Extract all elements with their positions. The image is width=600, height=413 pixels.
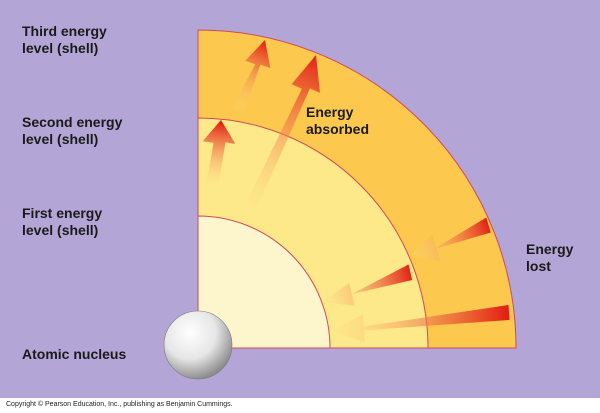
atomic-nucleus-label: Atomic nucleus — [22, 346, 127, 362]
energy-lost-label: Energy lost — [526, 241, 573, 275]
energy-absorbed-arrows — [202, 40, 320, 216]
energy-lost-arrows — [322, 217, 510, 343]
absorbed-arrow-first-to-second — [202, 120, 236, 187]
energy-absorbed-label-line2: absorbed — [306, 121, 370, 137]
third-shell-label-line1: Third energy — [22, 23, 107, 39]
lost-arrow-third-to-second — [410, 217, 491, 262]
third-shell-label: Third energy level (shell) — [22, 23, 107, 57]
energy-absorbed-label: Energy absorbed — [306, 104, 369, 138]
absorbed-arrow-first-to-third — [242, 55, 320, 216]
absorbed-arrow-second-to-third — [232, 40, 271, 112]
second-shell-label: Second energy level (shell) — [22, 114, 122, 148]
second-shell-label-line1: Second energy — [22, 114, 123, 130]
lost-arrow-second-to-first — [322, 264, 413, 306]
atomic-nucleus-sphere-icon — [163, 310, 233, 380]
copyright-notice: Copyright © Pearson Education, Inc., pub… — [6, 401, 233, 408]
first-shell-label: First energy level (shell) — [22, 205, 102, 239]
second-shell-label-line2: level (shell) — [22, 131, 99, 147]
first-shell-label-line1: First energy — [22, 205, 103, 221]
lost-arrow-third-to-first — [330, 305, 510, 343]
first-shell-label-line2: level (shell) — [22, 222, 99, 238]
energy-lost-label-line2: lost — [526, 258, 551, 274]
third-shell-label-line2: level (shell) — [22, 40, 99, 56]
energy-absorbed-label-line1: Energy — [306, 104, 354, 120]
first-energy-shell — [197, 215, 331, 349]
energy-lost-label-line1: Energy — [526, 241, 574, 257]
